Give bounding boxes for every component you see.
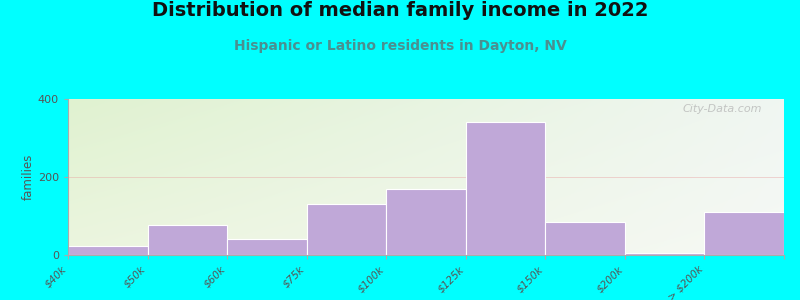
Bar	[705, 212, 784, 255]
Bar	[68, 246, 147, 255]
Bar	[227, 239, 306, 255]
Bar	[466, 122, 546, 255]
Bar	[546, 222, 625, 255]
Bar	[306, 204, 386, 255]
Y-axis label: families: families	[22, 154, 35, 200]
Bar	[147, 225, 227, 255]
Text: Hispanic or Latino residents in Dayton, NV: Hispanic or Latino residents in Dayton, …	[234, 39, 566, 53]
Bar	[625, 253, 705, 255]
Bar	[386, 190, 466, 255]
Text: Distribution of median family income in 2022: Distribution of median family income in …	[152, 2, 648, 20]
Text: City-Data.com: City-Data.com	[683, 104, 762, 114]
